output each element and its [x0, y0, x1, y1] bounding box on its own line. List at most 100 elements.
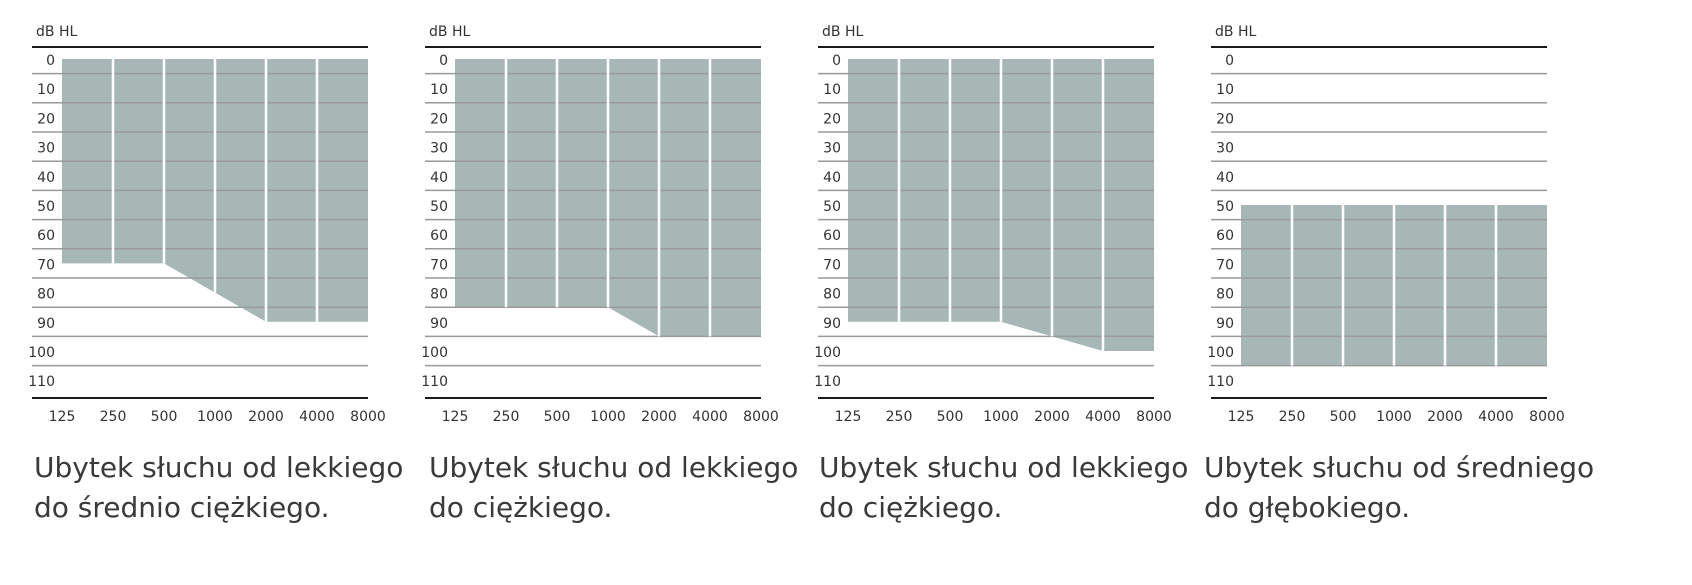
x-tick-label: 250: [1279, 409, 1306, 425]
x-tick-label: 8000: [1529, 409, 1565, 425]
x-tick-label: 2000: [1034, 409, 1070, 425]
y-tick-label: 0: [1225, 53, 1234, 69]
y-tick-label: 80: [37, 287, 55, 303]
y-tick-label: 90: [37, 316, 55, 332]
y-tick-label: 90: [1216, 316, 1234, 332]
audiogram-panel-2: dB HL 0 10 20 30 40 50 60 70 80 90 100 110 125 250 500 1…: [393, 0, 798, 585]
audiogram-panel-3: dB HL 0 10 20 30 40 50 60 70 80 90 100 110 125 250 500 1…: [786, 0, 1188, 585]
y-tick-label: 110: [421, 374, 448, 390]
x-tick-label: 4000: [1085, 409, 1121, 425]
y-axis-label: dB HL: [822, 24, 863, 40]
y-tick-label: 80: [1216, 287, 1234, 303]
y-axis-label: dB HL: [1215, 24, 1256, 40]
y-tick-label: 50: [1216, 199, 1234, 215]
y-tick-label: 20: [1216, 111, 1234, 127]
x-tick-label: 500: [937, 409, 964, 425]
x-tick-label: 8000: [743, 409, 779, 425]
y-tick-label: 100: [1207, 345, 1234, 361]
caption-line-2: do średnio ciężkiego.: [34, 491, 330, 524]
x-tick-label: 125: [835, 409, 862, 425]
y-tick-label: 60: [823, 228, 841, 244]
x-tick-label: 1000: [983, 409, 1019, 425]
y-tick-label: 0: [46, 53, 55, 69]
y-tick-label: 60: [37, 228, 55, 244]
y-tick-label: 110: [28, 374, 55, 390]
y-tick-label: 40: [37, 170, 55, 186]
x-tick-label: 250: [886, 409, 913, 425]
y-tick-label: 30: [37, 141, 55, 157]
audiogram-panel-1: dB HL 0 10 20 30 40 50 60 70 80 90 100 110 125 250 500 1…: [0, 0, 403, 585]
y-tick-label: 20: [37, 111, 55, 127]
audiogram-chart: dB HL 0 10 20 30 40 50 60 70 80 90 100 110 125 250 500 1…: [814, 24, 1172, 425]
x-tick-label: 500: [1330, 409, 1357, 425]
caption-line-1: Ubytek słuchu od lekkiego: [34, 451, 404, 484]
caption-line-1: Ubytek słuchu od średniego: [1204, 451, 1595, 484]
y-tick-label: 0: [439, 53, 448, 69]
y-tick-label: 10: [37, 82, 55, 98]
x-tick-label: 125: [1228, 409, 1255, 425]
audiogram-chart: dB HL 0 10 20 30 40 50 60 70 80 90 100 110 125 250 500 1…: [28, 24, 386, 425]
y-tick-label: 100: [28, 345, 55, 361]
x-tick-label: 8000: [350, 409, 386, 425]
y-tick-label: 40: [1216, 170, 1234, 186]
chart-caption: Ubytek słuchu od lekkiego do średnio cię…: [34, 448, 403, 528]
audiogram-chart: dB HL 0 10 20 30 40 50 60 70 80 90 100 110 125 250 500 1…: [421, 24, 779, 425]
y-tick-label: 30: [1216, 141, 1234, 157]
y-tick-label: 30: [430, 141, 448, 157]
x-tick-label: 1000: [1376, 409, 1412, 425]
y-tick-label: 30: [823, 141, 841, 157]
x-tick-label: 1000: [197, 409, 233, 425]
y-tick-label: 10: [430, 82, 448, 98]
y-tick-label: 50: [430, 199, 448, 215]
x-tick-label: 4000: [1478, 409, 1514, 425]
chart-caption: Ubytek słuchu od średniego do głębokiego…: [1204, 448, 1594, 528]
y-tick-label: 90: [823, 316, 841, 332]
x-tick-label: 250: [100, 409, 127, 425]
y-axis-label: dB HL: [36, 24, 77, 40]
y-tick-label: 40: [430, 170, 448, 186]
y-tick-label: 10: [823, 82, 841, 98]
y-tick-label: 100: [421, 345, 448, 361]
caption-line-1: Ubytek słuchu od lekkiego: [819, 451, 1189, 484]
y-tick-label: 90: [430, 316, 448, 332]
y-tick-label: 60: [1216, 228, 1234, 244]
x-tick-label: 500: [151, 409, 178, 425]
x-tick-label: 2000: [1427, 409, 1463, 425]
audiogram-panel-4: dB HL 0 10 20 30 40 50 60 70 80 90 100 110 125 250 500 1…: [1179, 0, 1594, 585]
x-tick-label: 250: [493, 409, 520, 425]
y-tick-label: 50: [823, 199, 841, 215]
x-tick-label: 1000: [590, 409, 626, 425]
caption-line-2: do głębokiego.: [1204, 491, 1411, 524]
y-tick-label: 70: [823, 257, 841, 273]
y-tick-label: 70: [430, 257, 448, 273]
chart-caption: Ubytek słuchu od lekkiego do ciężkiego.: [819, 448, 1188, 528]
y-tick-label: 20: [430, 111, 448, 127]
y-tick-label: 60: [430, 228, 448, 244]
x-tick-label: 8000: [1136, 409, 1172, 425]
y-tick-label: 80: [823, 287, 841, 303]
y-tick-label: 50: [37, 199, 55, 215]
x-tick-label: 4000: [299, 409, 335, 425]
chart-caption: Ubytek słuchu od lekkiego do ciężkiego.: [429, 448, 798, 528]
y-tick-label: 80: [430, 287, 448, 303]
y-tick-label: 110: [1207, 374, 1234, 390]
x-tick-label: 500: [544, 409, 571, 425]
y-tick-label: 100: [814, 345, 841, 361]
y-tick-label: 70: [37, 257, 55, 273]
y-tick-label: 40: [823, 170, 841, 186]
x-tick-label: 2000: [641, 409, 677, 425]
y-axis-label: dB HL: [429, 24, 470, 40]
y-tick-label: 20: [823, 111, 841, 127]
caption-line-1: Ubytek słuchu od lekkiego: [429, 451, 799, 484]
caption-line-2: do ciężkiego.: [819, 491, 1003, 524]
audiogram-chart: dB HL 0 10 20 30 40 50 60 70 80 90 100 110 125 250 500 1…: [1207, 24, 1565, 425]
caption-line-2: do ciężkiego.: [429, 491, 613, 524]
y-tick-label: 70: [1216, 257, 1234, 273]
x-tick-label: 125: [442, 409, 469, 425]
x-tick-label: 2000: [248, 409, 284, 425]
x-tick-label: 4000: [692, 409, 728, 425]
y-tick-label: 10: [1216, 82, 1234, 98]
y-tick-label: 0: [832, 53, 841, 69]
y-tick-label: 110: [814, 374, 841, 390]
x-tick-label: 125: [49, 409, 76, 425]
